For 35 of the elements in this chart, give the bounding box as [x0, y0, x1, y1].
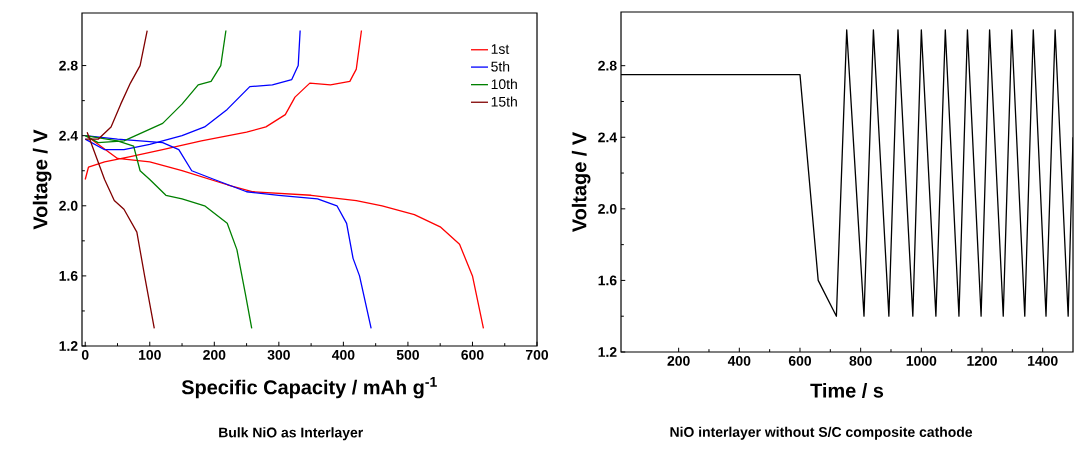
y-tick-label: 2.8 — [598, 60, 617, 71]
x-tick-label: 300 — [267, 349, 290, 360]
y-tick-label: 2.4 — [598, 132, 618, 143]
x-tick-label: 200 — [667, 355, 690, 366]
y-tick-label: 1.2 — [598, 347, 617, 357]
y-axis-title: Voltage / V — [32, 129, 52, 230]
text: Bulk NiO as Interlayer — [219, 427, 363, 441]
x-tick-label: 100 — [139, 349, 161, 360]
legend-label: 10th — [491, 78, 517, 90]
x-tick-label: 600 — [788, 355, 812, 366]
y-tick-label: 2.8 — [59, 60, 78, 71]
y-tick-label: 1.6 — [59, 270, 78, 281]
x-tick-label: 400 — [331, 349, 355, 360]
x-tick-label: 1000 — [906, 355, 937, 366]
legend-label: 5th — [491, 61, 510, 72]
y-tick-label: 2.0 — [59, 200, 78, 211]
x-axis-title: Specific Capacity / mAh g$^{-1}$ — [181, 377, 437, 399]
x-tick-label: 700 — [525, 349, 549, 360]
y-tick-label: 1.6 — [598, 275, 617, 286]
x-tick-label: 500 — [396, 349, 419, 360]
legend-label: 1st — [491, 44, 510, 54]
x-tick-label: 600 — [461, 349, 484, 360]
y-tick-label: 2.0 — [598, 203, 617, 214]
y-axis-title: Voltage / V — [571, 131, 591, 233]
legend-label: 15th — [491, 96, 517, 107]
x-tick-label: 0 — [81, 349, 89, 360]
x-tick-label: 1400 — [1028, 355, 1058, 366]
x-tick-label: 200 — [203, 349, 226, 360]
y-tick-label: 2.4 — [59, 130, 79, 141]
y-tick-label: 1.2 — [59, 341, 78, 351]
text: NiO interlayer without S/C composite cathode — [670, 426, 973, 440]
x-axis-title: Time / s — [810, 383, 884, 398]
x-tick-label: 800 — [849, 355, 872, 366]
x-tick-label: 1200 — [967, 355, 997, 366]
x-tick-label: 400 — [727, 355, 751, 366]
